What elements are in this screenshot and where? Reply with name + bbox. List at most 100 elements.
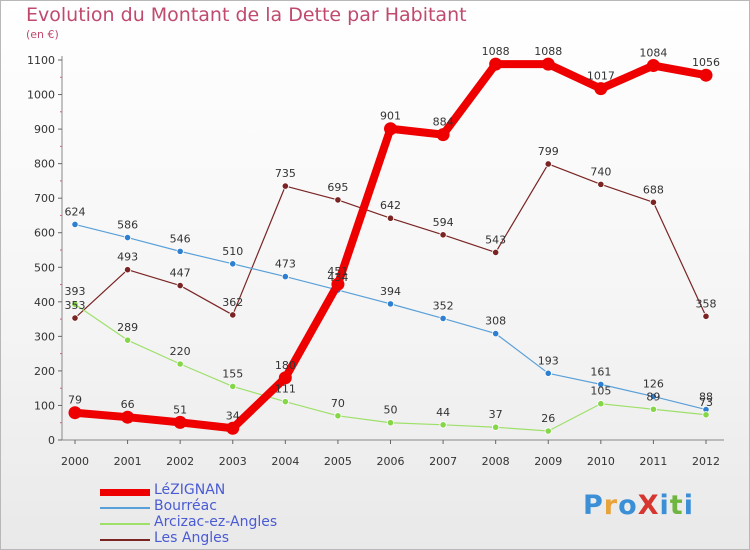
x-tick-label: 2004	[271, 455, 299, 468]
data-label: 543	[485, 233, 506, 246]
data-point	[649, 405, 658, 413]
data-point	[334, 412, 342, 420]
data-label: 688	[643, 183, 664, 196]
data-label: 51	[173, 403, 187, 416]
data-label: 642	[380, 199, 401, 212]
data-point	[281, 272, 289, 281]
data-label: 624	[65, 205, 86, 218]
data-point	[492, 248, 500, 257]
data-point	[386, 214, 395, 222]
data-point	[331, 277, 345, 291]
y-tick-label: 300	[34, 330, 55, 343]
logo-letter: X	[637, 490, 660, 521]
y-tick-label: 1000	[27, 89, 55, 102]
data-label: 126	[643, 377, 664, 390]
data-point	[229, 311, 237, 319]
series-line-Bourréac	[74, 223, 707, 411]
data-label: 155	[222, 367, 243, 380]
data-label: 37	[489, 408, 503, 421]
data-point	[334, 196, 342, 204]
data-label: 26	[541, 412, 555, 425]
data-point	[226, 421, 240, 435]
data-point	[176, 281, 184, 290]
logo-letter: o	[618, 490, 638, 521]
data-point	[71, 314, 79, 322]
data-point	[71, 300, 79, 308]
y-tick-label: 900	[34, 123, 55, 136]
data-point	[436, 128, 450, 142]
data-point	[544, 160, 552, 168]
data-label: 451	[327, 265, 348, 278]
data-label: 493	[117, 251, 138, 264]
data-point	[384, 122, 397, 136]
data-label: 289	[117, 321, 138, 334]
data-label: 50	[384, 404, 398, 417]
chart-title: Evolution du Montant de la Dette par Hab…	[26, 4, 467, 26]
data-label: 510	[222, 245, 243, 258]
data-label: 473	[275, 258, 296, 271]
axes: 0 100 200 300 400 500 600 700 800 900 1000 1100 2000…	[27, 54, 724, 468]
x-tick-label: 2006	[377, 455, 405, 468]
data-point	[123, 233, 132, 242]
data-label: 1017	[587, 70, 615, 83]
data-label: 799	[538, 145, 559, 158]
x-tick-label: 2011	[639, 455, 667, 468]
data-label: 66	[121, 398, 135, 411]
data-label: 695	[327, 181, 348, 194]
data-point	[492, 423, 500, 431]
legend-label: Arcizac-ez-Angles	[154, 514, 278, 530]
y-tick-label: 100	[34, 399, 55, 412]
data-point	[229, 382, 237, 391]
data-point	[386, 419, 395, 427]
data-label: 73	[699, 396, 713, 409]
data-point	[123, 266, 132, 274]
data-label: 362	[222, 296, 243, 309]
data-label: 88	[699, 391, 713, 404]
data-point	[594, 82, 608, 96]
x-tick-label: 2001	[114, 455, 142, 468]
data-point	[597, 180, 605, 188]
data-label: 586	[117, 219, 138, 232]
data-label: 105	[590, 385, 611, 398]
x-tick-label: 2009	[534, 455, 562, 468]
y-tick-label: 600	[34, 227, 55, 240]
data-point	[649, 198, 658, 206]
data-point	[278, 371, 292, 385]
x-tick-label: 2000	[61, 455, 89, 468]
data-label: 1056	[692, 56, 720, 69]
data-label: 89	[646, 390, 660, 403]
data-label: 308	[485, 315, 506, 328]
data-label: 393	[65, 285, 86, 298]
data-label: 1088	[534, 45, 562, 58]
data-point	[176, 360, 184, 368]
data-point	[544, 427, 552, 435]
x-tick-label: 2002	[166, 455, 194, 468]
x-tick-label: 2012	[692, 455, 720, 468]
data-point	[597, 400, 605, 408]
data-labels-layer: 353 493 447 362 735 695 642 594 543 799 740 688 358 6…	[65, 45, 721, 425]
legend-swatch	[100, 539, 150, 541]
x-tick-label: 2010	[587, 455, 615, 468]
y-axis-unit: (en €)	[26, 28, 59, 41]
legend-label: Les Angles	[154, 530, 230, 546]
data-point	[121, 410, 135, 424]
data-point	[492, 329, 500, 338]
legend-swatch	[100, 507, 150, 509]
data-point	[439, 231, 447, 239]
logo-letter: P	[583, 490, 604, 521]
x-tick-label: 2008	[482, 455, 510, 468]
y-tick-label: 700	[34, 192, 55, 205]
data-label: 161	[590, 365, 611, 378]
legend-label: Bourréac	[154, 498, 217, 514]
data-label: 44	[436, 406, 450, 419]
data-label: 594	[433, 216, 454, 229]
y-tick-label: 800	[34, 158, 55, 171]
x-tick-label: 2007	[429, 455, 457, 468]
data-point	[541, 57, 555, 71]
data-point	[71, 220, 79, 229]
x-tick-label: 2003	[219, 455, 247, 468]
y-tick-label: 400	[34, 296, 55, 309]
series-layer	[68, 57, 713, 435]
